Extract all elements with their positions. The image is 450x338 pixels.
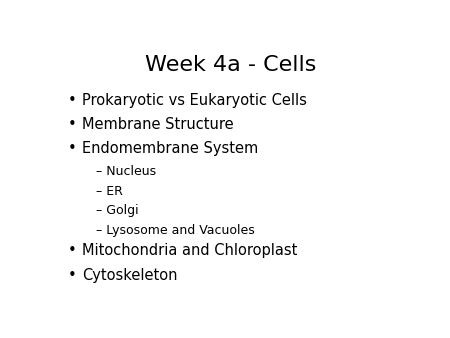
Text: Prokaryotic vs Eukaryotic Cells: Prokaryotic vs Eukaryotic Cells [82,93,307,107]
Text: Membrane Structure: Membrane Structure [82,117,234,132]
Text: Mitochondria and Chloroplast: Mitochondria and Chloroplast [82,243,298,258]
Text: – Nucleus: – Nucleus [96,165,157,178]
Text: •: • [68,117,76,132]
Text: Cytoskeleton: Cytoskeleton [82,267,178,283]
Text: •: • [68,267,76,283]
Text: •: • [68,141,76,156]
Text: – ER: – ER [96,185,123,198]
Text: •: • [68,93,76,107]
Text: – Lysosome and Vacuoles: – Lysosome and Vacuoles [96,224,255,237]
Text: •: • [68,243,76,258]
Text: Endomembrane System: Endomembrane System [82,141,259,156]
Text: – Golgi: – Golgi [96,204,139,217]
Text: Week 4a - Cells: Week 4a - Cells [145,55,316,75]
